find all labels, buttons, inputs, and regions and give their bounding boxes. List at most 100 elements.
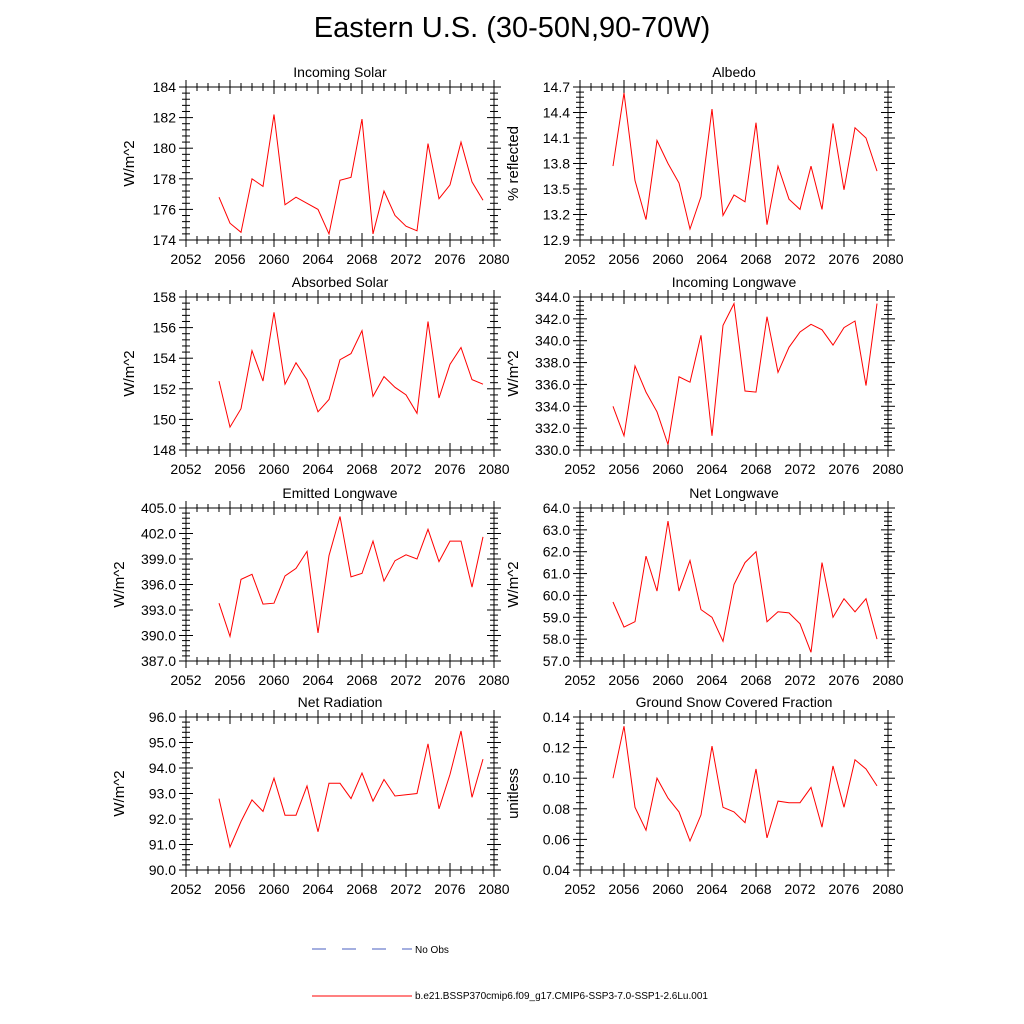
x-tick-label: 2076 bbox=[828, 461, 859, 477]
plot-frame bbox=[185, 296, 495, 451]
x-tick-label: 2060 bbox=[258, 461, 289, 477]
panel-title: Absorbed Solar bbox=[292, 274, 389, 290]
y-tick-label: 13.5 bbox=[543, 181, 570, 197]
x-tick-label: 2052 bbox=[564, 672, 595, 688]
y-axis-label: W/m^2 bbox=[505, 561, 522, 607]
x-tick-label: 2056 bbox=[608, 251, 639, 267]
x-tick-label: 2064 bbox=[302, 461, 333, 477]
chart-panel-6: Net Longwave W/m^2 2052 2056 2060 2064 2068 207… bbox=[505, 485, 904, 688]
x-tick-label: 2060 bbox=[652, 461, 683, 477]
x-tick-label: 2064 bbox=[696, 461, 727, 477]
x-tick-label: 2060 bbox=[652, 251, 683, 267]
y-tick-label: 14.7 bbox=[543, 79, 570, 95]
y-tick-label: 330.0 bbox=[535, 442, 570, 458]
x-tick-label: 2076 bbox=[434, 881, 465, 897]
x-tick-label: 2052 bbox=[564, 461, 595, 477]
y-tick-label: 13.8 bbox=[543, 156, 570, 172]
x-tick-label: 2060 bbox=[258, 672, 289, 688]
y-tick-label: 182 bbox=[153, 110, 177, 126]
x-tick-label: 2068 bbox=[740, 251, 771, 267]
y-tick-label: 0.08 bbox=[543, 801, 570, 817]
y-tick-label: 0.14 bbox=[543, 709, 570, 725]
y-axis-label: W/m^2 bbox=[111, 770, 128, 816]
legend: No Obs b.e21.BSSP370cmip6.f09_g17.CMIP6-… bbox=[312, 945, 708, 1002]
y-tick-label: 340.0 bbox=[535, 333, 570, 349]
y-tick-label: 58.0 bbox=[543, 631, 570, 647]
x-tick-label: 2072 bbox=[784, 881, 815, 897]
x-tick-label: 2052 bbox=[170, 461, 201, 477]
y-tick-label: 387.0 bbox=[141, 653, 176, 669]
panel-title: Incoming Solar bbox=[293, 64, 387, 80]
plot-frame bbox=[185, 86, 495, 241]
y-tick-label: 14.1 bbox=[543, 130, 570, 146]
x-tick-label: 2072 bbox=[784, 251, 815, 267]
x-tick-label: 2060 bbox=[652, 672, 683, 688]
x-tick-label: 2056 bbox=[608, 881, 639, 897]
x-tick-label: 2064 bbox=[696, 881, 727, 897]
series-line bbox=[218, 730, 484, 849]
y-tick-label: 154 bbox=[153, 350, 177, 366]
chart-panel-8: Ground Snow Covered Fraction unitless 2052… bbox=[505, 694, 904, 897]
x-tick-label: 2068 bbox=[346, 881, 377, 897]
y-tick-label: 0.06 bbox=[543, 831, 570, 847]
x-tick-label: 2068 bbox=[740, 672, 771, 688]
plot-frame bbox=[579, 296, 889, 451]
x-tick-label: 2080 bbox=[872, 672, 903, 688]
y-axis-label: % reflected bbox=[505, 126, 522, 201]
panel-title: Incoming Longwave bbox=[672, 274, 797, 290]
y-tick-label: 332.0 bbox=[535, 420, 570, 436]
y-tick-label: 92.0 bbox=[149, 811, 176, 827]
x-tick-label: 2080 bbox=[478, 461, 509, 477]
x-tick-label: 2056 bbox=[214, 251, 245, 267]
y-tick-label: 158 bbox=[153, 289, 177, 305]
x-tick-label: 2064 bbox=[302, 672, 333, 688]
y-tick-label: 176 bbox=[153, 201, 177, 217]
x-tick-label: 2056 bbox=[214, 881, 245, 897]
y-tick-label: 93.0 bbox=[149, 786, 176, 802]
y-tick-label: 399.0 bbox=[141, 551, 176, 567]
series-line bbox=[612, 92, 878, 231]
y-tick-label: 178 bbox=[153, 171, 177, 187]
x-tick-label: 2076 bbox=[434, 461, 465, 477]
series-line bbox=[218, 114, 484, 236]
y-tick-label: 14.4 bbox=[543, 105, 570, 121]
y-tick-label: 184 bbox=[153, 79, 177, 95]
y-tick-label: 334.0 bbox=[535, 398, 570, 414]
chart-panel-5: Emitted Longwave W/m^2 2052 2056 2060 2064 206… bbox=[111, 485, 510, 688]
x-tick-label: 2064 bbox=[696, 251, 727, 267]
y-tick-label: 338.0 bbox=[535, 355, 570, 371]
figure-title: Eastern U.S. (30-50N,90-70W) bbox=[313, 12, 711, 44]
x-tick-label: 2076 bbox=[828, 881, 859, 897]
x-tick-label: 2060 bbox=[258, 881, 289, 897]
x-tick-label: 2072 bbox=[390, 672, 421, 688]
x-tick-label: 2068 bbox=[346, 461, 377, 477]
x-tick-label: 2052 bbox=[170, 881, 201, 897]
y-axis-label: W/m^2 bbox=[505, 350, 522, 396]
x-tick-label: 2080 bbox=[872, 461, 903, 477]
x-tick-label: 2052 bbox=[564, 881, 595, 897]
panel-title: Ground Snow Covered Fraction bbox=[636, 694, 833, 710]
panel-title: Net Radiation bbox=[298, 694, 383, 710]
y-tick-label: 336.0 bbox=[535, 376, 570, 392]
x-tick-label: 2060 bbox=[652, 881, 683, 897]
x-tick-label: 2056 bbox=[214, 461, 245, 477]
x-tick-label: 2068 bbox=[346, 251, 377, 267]
y-tick-label: 12.9 bbox=[543, 232, 570, 248]
series-line bbox=[612, 301, 878, 445]
x-tick-label: 2080 bbox=[872, 881, 903, 897]
x-tick-label: 2052 bbox=[170, 251, 201, 267]
y-tick-label: 61.0 bbox=[543, 566, 570, 582]
y-tick-label: 95.0 bbox=[149, 735, 176, 751]
y-tick-label: 148 bbox=[153, 442, 177, 458]
y-tick-label: 59.0 bbox=[543, 609, 570, 625]
y-tick-label: 342.0 bbox=[535, 311, 570, 327]
x-tick-label: 2064 bbox=[302, 881, 333, 897]
chart-panels: Incoming Solar W/m^2 2052 2056 2060 2064 2068 2… bbox=[111, 64, 904, 897]
y-tick-label: 91.0 bbox=[149, 837, 176, 853]
y-tick-label: 57.0 bbox=[543, 653, 570, 669]
x-tick-label: 2056 bbox=[608, 461, 639, 477]
y-tick-label: 96.0 bbox=[149, 709, 176, 725]
y-axis-label: W/m^2 bbox=[121, 140, 138, 186]
x-tick-label: 2076 bbox=[434, 251, 465, 267]
